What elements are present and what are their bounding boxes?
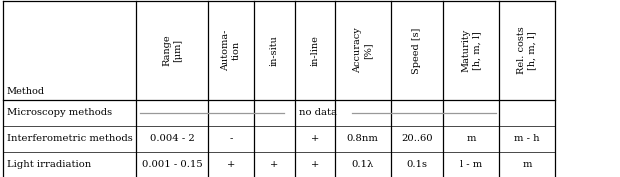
Text: 0.001 - 0.15: 0.001 - 0.15 [142, 160, 202, 169]
Text: 0.1λ: 0.1λ [352, 160, 374, 169]
Text: +: + [311, 160, 319, 169]
Text: m - h: m - h [514, 134, 540, 143]
Text: Accuracy
[%]: Accuracy [%] [353, 28, 373, 73]
Text: m: m [522, 160, 532, 169]
Text: +: + [311, 134, 319, 143]
Text: -: - [229, 134, 232, 143]
Text: 20..60: 20..60 [401, 134, 433, 143]
Text: 0.1s: 0.1s [407, 160, 427, 169]
Text: in-situ: in-situ [270, 35, 279, 66]
Text: 0.8nm: 0.8nm [347, 134, 379, 143]
Text: Automa-
tion: Automa- tion [221, 30, 241, 71]
Text: Speed [s]: Speed [s] [412, 27, 422, 74]
Text: Microscopy methods: Microscopy methods [7, 108, 112, 117]
Text: m: m [466, 134, 476, 143]
Text: +: + [270, 160, 278, 169]
Text: +: + [227, 160, 235, 169]
Text: Light irradiation: Light irradiation [7, 160, 91, 169]
Text: Rel. costs
[h, m, l]: Rel. costs [h, m, l] [517, 27, 537, 74]
Text: Maturity
[h, m, l]: Maturity [h, m, l] [461, 29, 481, 72]
Text: Interferometric methods: Interferometric methods [7, 134, 133, 143]
Text: 0.004 - 2: 0.004 - 2 [149, 134, 195, 143]
Text: no data: no data [299, 108, 337, 117]
Text: in-line: in-line [310, 35, 319, 66]
Text: l - m: l - m [460, 160, 482, 169]
Text: Method: Method [6, 87, 44, 96]
Text: Range
[μm]: Range [μm] [162, 35, 182, 66]
